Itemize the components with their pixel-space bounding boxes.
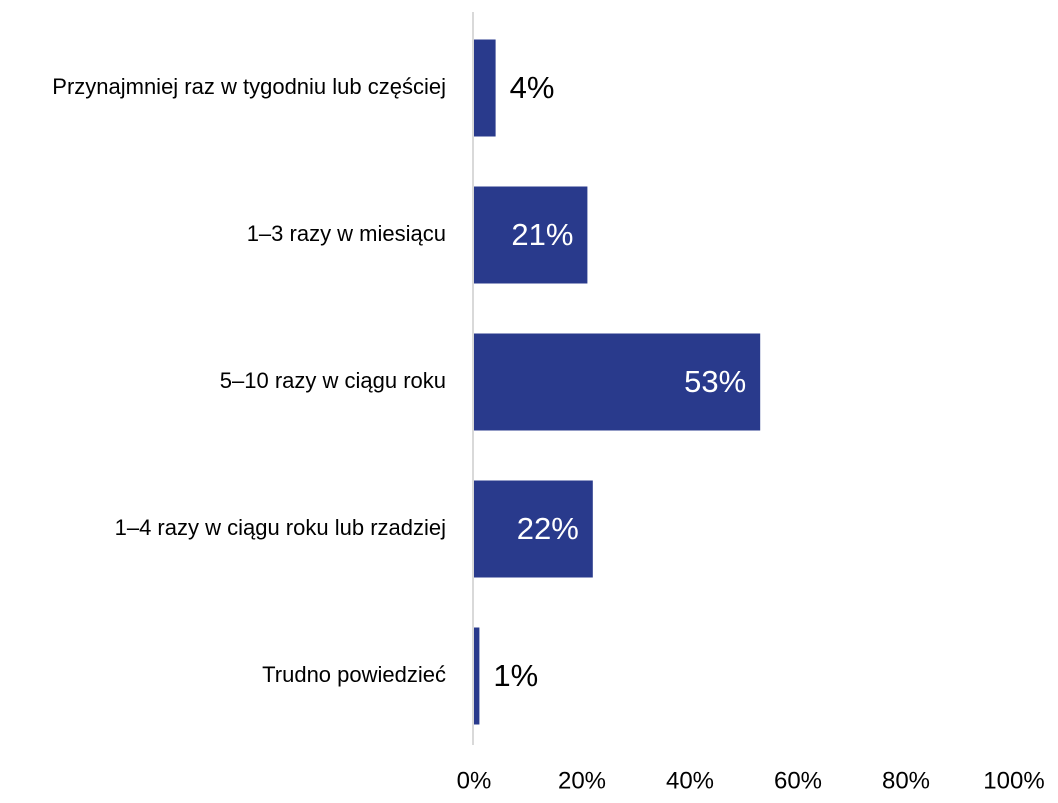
- category-label: Przynajmniej raz w tygodniu lub częściej: [52, 74, 446, 99]
- x-tick-label: 60%: [774, 767, 822, 794]
- category-label: Trudno powiedzieć: [262, 662, 446, 687]
- category-label: 1–4 razy w ciągu roku lub rzadziej: [115, 515, 446, 540]
- x-tick-label: 40%: [666, 767, 714, 794]
- category-label: 1–3 razy w miesiącu: [247, 221, 446, 246]
- x-tick-label: 20%: [558, 767, 606, 794]
- bar: [474, 333, 761, 431]
- x-tick-label: 80%: [882, 767, 930, 794]
- x-tick-label: 0%: [457, 767, 492, 794]
- data-label: 4%: [510, 70, 555, 105]
- data-label: 53%: [684, 364, 746, 399]
- x-tick-label: 100%: [983, 767, 1044, 794]
- bar: [474, 627, 480, 725]
- category-label: 5–10 razy w ciągu roku: [220, 368, 446, 393]
- bar: [474, 39, 496, 137]
- data-label: 21%: [511, 217, 573, 252]
- data-label: 1%: [493, 658, 538, 693]
- bar: [474, 480, 593, 578]
- bar: [474, 186, 588, 284]
- data-label: 22%: [517, 511, 579, 546]
